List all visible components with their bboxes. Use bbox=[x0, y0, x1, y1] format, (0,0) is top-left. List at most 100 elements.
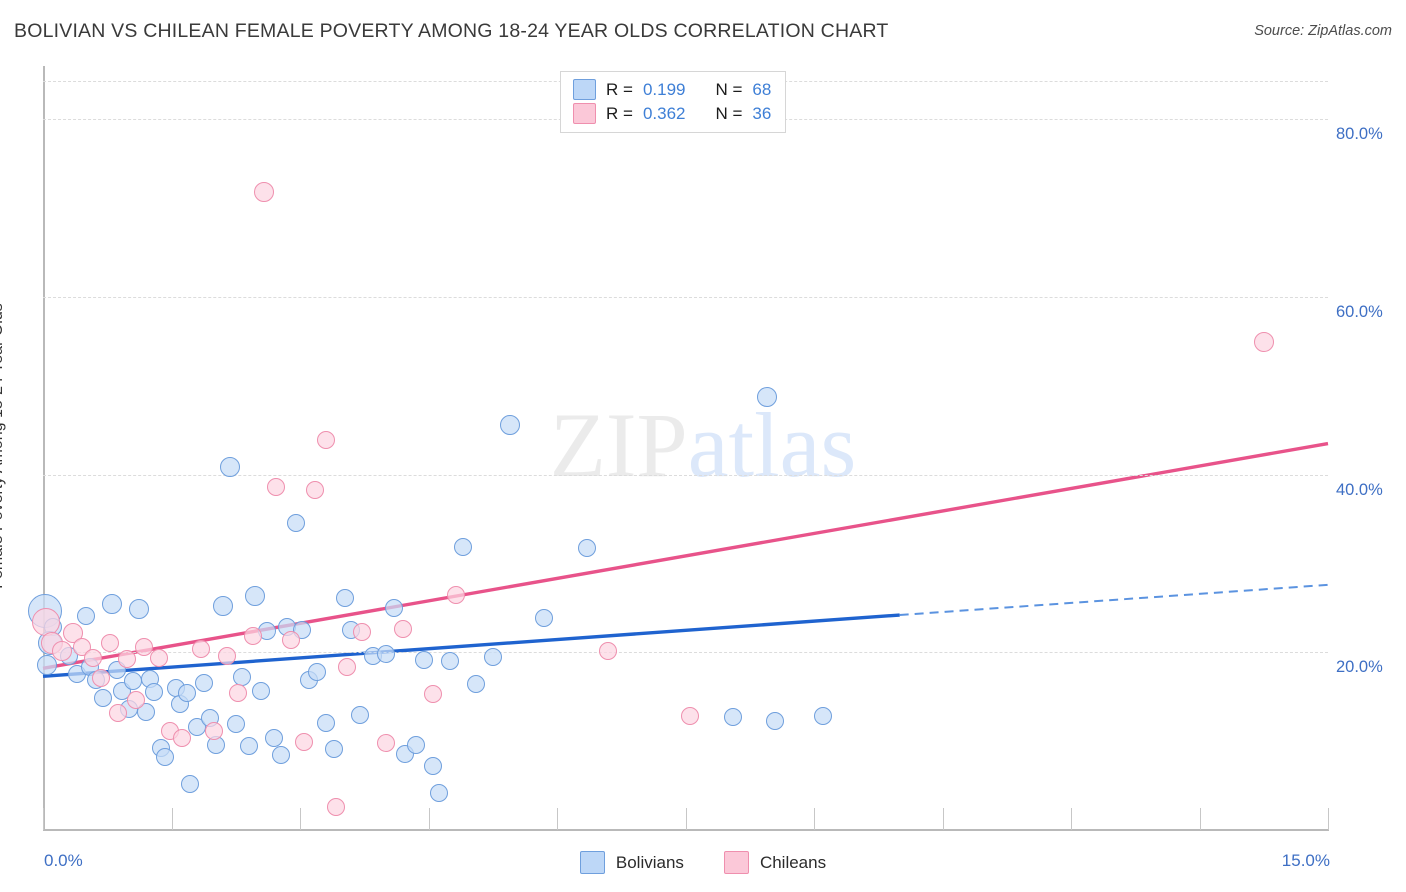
scatter-point-chileans[interactable] bbox=[376, 733, 395, 752]
scatter-point-chileans[interactable] bbox=[117, 650, 136, 669]
scatter-point-chileans[interactable] bbox=[218, 646, 237, 665]
scatter-point-chileans[interactable] bbox=[109, 703, 128, 722]
scatter-point-bolivians[interactable] bbox=[423, 757, 442, 776]
scatter-point-bolivians[interactable] bbox=[813, 707, 832, 726]
scatter-point-bolivians[interactable] bbox=[123, 671, 142, 690]
scatter-point-chileans[interactable] bbox=[149, 648, 168, 667]
scatter-point-chileans[interactable] bbox=[423, 685, 442, 704]
scatter-point-bolivians[interactable] bbox=[466, 675, 485, 694]
y-axis-label: 40.0% bbox=[1336, 480, 1383, 499]
scatter-point-chileans[interactable] bbox=[51, 641, 72, 662]
scatter-point-chileans[interactable] bbox=[306, 480, 325, 499]
r-label-pink: R = bbox=[606, 103, 633, 123]
correlation-legend: R = 0.199 N = 68 R = 0.362 N = 36 bbox=[560, 71, 787, 133]
n-value-pink: 36 bbox=[752, 103, 772, 123]
source-attribution: Source: ZipAtlas.com bbox=[1254, 23, 1392, 39]
scatter-point-bolivians[interactable] bbox=[286, 513, 305, 532]
scatter-point-bolivians[interactable] bbox=[429, 783, 448, 802]
scatter-point-chileans[interactable] bbox=[267, 478, 285, 497]
scatter-point-chileans[interactable] bbox=[83, 648, 102, 667]
scatter-point-chileans[interactable] bbox=[282, 630, 301, 649]
scatter-point-chileans[interactable] bbox=[680, 707, 699, 726]
scatter-point-bolivians[interactable] bbox=[245, 586, 266, 607]
scatter-point-bolivians[interactable] bbox=[406, 735, 425, 754]
x-axis-tick bbox=[557, 808, 558, 830]
scatter-point-bolivians[interactable] bbox=[577, 539, 596, 558]
scatter-point-bolivians[interactable] bbox=[155, 748, 174, 767]
legend-color-box-chileans bbox=[723, 851, 749, 874]
legend-row-chileans: R = 0.362 N = 36 bbox=[573, 103, 771, 124]
y-axis-line bbox=[43, 66, 45, 830]
scatter-point-bolivians[interactable] bbox=[252, 681, 271, 700]
scatter-point-bolivians[interactable] bbox=[76, 606, 95, 625]
legend-item-bolivians[interactable]: Bolivians bbox=[579, 851, 684, 874]
scatter-point-bolivians[interactable] bbox=[499, 414, 520, 435]
scatter-point-bolivians[interactable] bbox=[308, 662, 327, 681]
legend-swatch-pink bbox=[573, 103, 596, 124]
scatter-point-chileans[interactable] bbox=[446, 586, 465, 605]
scatter-point-bolivians[interactable] bbox=[483, 647, 502, 666]
scatter-point-bolivians[interactable] bbox=[219, 456, 240, 477]
x-axis-tick bbox=[1199, 808, 1201, 830]
scatter-point-bolivians[interactable] bbox=[376, 645, 395, 664]
legend-item-chileans[interactable]: Chileans bbox=[723, 851, 827, 874]
scatter-point-bolivians[interactable] bbox=[316, 714, 335, 733]
series-legend: Bolivians Chileans bbox=[0, 851, 1406, 874]
scatter-point-chileans[interactable] bbox=[243, 627, 262, 646]
scatter-point-bolivians[interactable] bbox=[335, 589, 354, 608]
scatter-point-bolivians[interactable] bbox=[239, 737, 258, 756]
scatter-point-bolivians[interactable] bbox=[212, 596, 233, 617]
trendline-chileans bbox=[42, 441, 1329, 670]
scatter-point-chileans[interactable] bbox=[295, 733, 314, 752]
scatter-point-bolivians[interactable] bbox=[440, 652, 459, 671]
y-axis-title: Female Poverty Among 18-24 Year Olds bbox=[0, 303, 6, 589]
scatter-point-bolivians[interactable] bbox=[177, 684, 196, 703]
scatter-point-chileans[interactable] bbox=[393, 620, 412, 639]
scatter-point-bolivians[interactable] bbox=[350, 705, 369, 724]
scatter-point-chileans[interactable] bbox=[135, 637, 154, 656]
scatter-point-chileans[interactable] bbox=[172, 729, 191, 748]
scatter-point-chileans[interactable] bbox=[126, 691, 145, 710]
x-axis-tick bbox=[171, 808, 173, 830]
gridline bbox=[43, 296, 1328, 298]
scatter-point-bolivians[interactable] bbox=[93, 688, 112, 707]
scatter-point-bolivians[interactable] bbox=[272, 746, 291, 765]
scatter-point-bolivians[interactable] bbox=[535, 608, 554, 627]
y-axis-label: 80.0% bbox=[1336, 125, 1383, 144]
scatter-point-bolivians[interactable] bbox=[226, 715, 245, 734]
scatter-point-chileans[interactable] bbox=[316, 431, 335, 449]
x-axis-line bbox=[43, 829, 1329, 831]
scatter-point-chileans[interactable] bbox=[100, 633, 119, 652]
scatter-point-bolivians[interactable] bbox=[415, 651, 434, 670]
scatter-point-bolivians[interactable] bbox=[756, 387, 777, 408]
scatter-point-chileans[interactable] bbox=[205, 721, 224, 740]
scatter-point-bolivians[interactable] bbox=[136, 702, 155, 721]
r-value-blue: 0.199 bbox=[642, 79, 686, 99]
scatter-point-chileans[interactable] bbox=[192, 639, 211, 658]
scatter-point-bolivians[interactable] bbox=[325, 740, 344, 759]
legend-row-bolivians: R = 0.199 N = 68 bbox=[573, 79, 771, 100]
scatter-point-bolivians[interactable] bbox=[37, 654, 58, 675]
scatter-point-chileans[interactable] bbox=[92, 669, 111, 688]
scatter-point-chileans[interactable] bbox=[599, 641, 618, 660]
x-axis-tick bbox=[1328, 808, 1329, 830]
legend-label-chileans: Chileans bbox=[759, 852, 827, 872]
scatter-point-bolivians[interactable] bbox=[453, 537, 472, 556]
scatter-point-chileans[interactable] bbox=[229, 684, 248, 703]
scatter-point-bolivians[interactable] bbox=[128, 598, 149, 619]
scatter-point-chileans[interactable] bbox=[1253, 332, 1274, 353]
scatter-point-bolivians[interactable] bbox=[195, 674, 214, 693]
scatter-point-bolivians[interactable] bbox=[766, 711, 785, 730]
scatter-point-bolivians[interactable] bbox=[723, 708, 742, 727]
scatter-point-chileans[interactable] bbox=[338, 658, 357, 677]
scatter-point-chileans[interactable] bbox=[352, 622, 371, 641]
scatter-point-chileans[interactable] bbox=[31, 608, 60, 637]
scatter-point-bolivians[interactable] bbox=[385, 598, 404, 617]
scatter-point-bolivians[interactable] bbox=[265, 728, 284, 747]
n-label-blue: N = bbox=[715, 79, 743, 99]
scatter-point-bolivians[interactable] bbox=[181, 774, 200, 793]
scatter-point-chileans[interactable] bbox=[326, 797, 345, 816]
scatter-point-bolivians[interactable] bbox=[145, 683, 164, 702]
scatter-point-bolivians[interactable] bbox=[101, 594, 122, 615]
scatter-point-chileans[interactable] bbox=[254, 182, 275, 203]
